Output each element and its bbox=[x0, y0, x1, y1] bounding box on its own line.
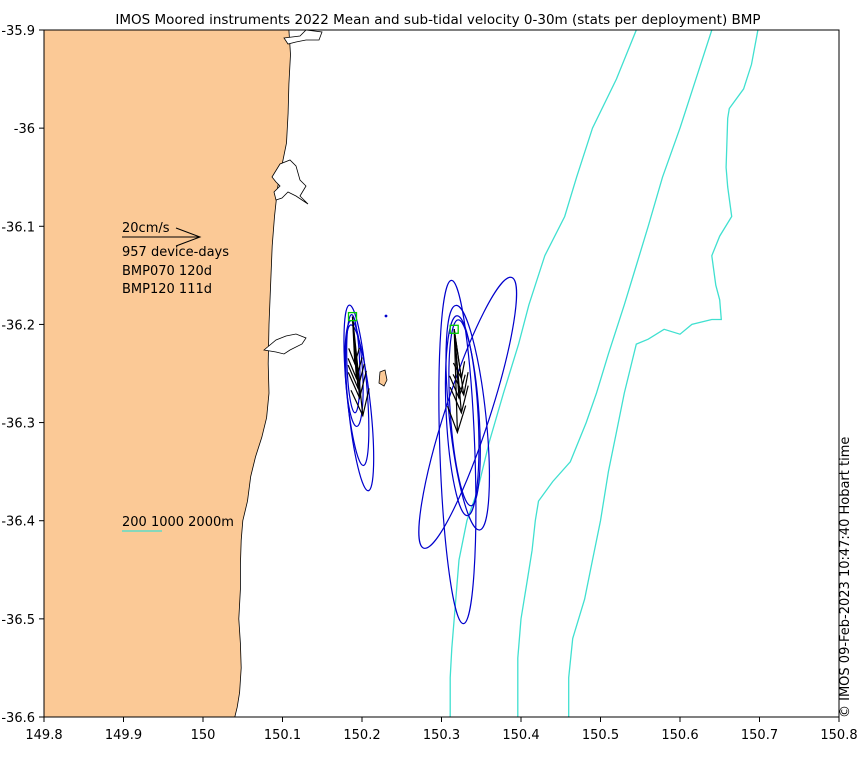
estuary-clyde bbox=[271, 159, 309, 205]
estuary-north bbox=[283, 30, 323, 45]
vector-head bbox=[449, 374, 466, 400]
legend-scale-arrowhead bbox=[175, 227, 202, 247]
x-axis: 149.8 149.9 150 150.1 150.2 150.3 150.4 150.5 15… bbox=[25, 717, 858, 743]
y-tick-label: -36 bbox=[14, 122, 35, 137]
ellipse-bmp120-0 bbox=[438, 279, 477, 625]
y-tick-label: -36.6 bbox=[1, 711, 35, 726]
timestamp-label: © IMOS 09-Feb-2023 10:47:40 Hobart time bbox=[838, 437, 853, 718]
x-tick-label: 149.9 bbox=[105, 728, 142, 743]
plot-area bbox=[44, 30, 759, 717]
vector-head bbox=[449, 385, 469, 415]
y-tick-label: -36.3 bbox=[1, 417, 35, 432]
vector-bmp070-4 bbox=[350, 316, 370, 418]
variance-ellipses bbox=[343, 276, 518, 625]
mooring-markers bbox=[347, 311, 459, 334]
x-tick-label: 150.4 bbox=[502, 728, 539, 743]
legend-deployment-bmp120: BMP120 111d bbox=[122, 282, 212, 297]
vector-head bbox=[446, 405, 467, 435]
velocity-vectors bbox=[347, 316, 469, 435]
vector-bmp120-3 bbox=[449, 329, 469, 415]
ellipse-bmp120-1 bbox=[445, 304, 490, 531]
vector-shaft bbox=[351, 316, 364, 416]
isobath-1000m bbox=[517, 30, 713, 717]
x-tick-label: 149.8 bbox=[25, 728, 62, 743]
ellipse-bmp120-3 bbox=[444, 315, 480, 517]
y-tick-label: -36.5 bbox=[1, 613, 35, 628]
coastline-land bbox=[44, 30, 291, 717]
y-tick-label: -35.9 bbox=[1, 24, 35, 39]
y-tick-label: -36.1 bbox=[1, 220, 35, 235]
island-dot bbox=[384, 314, 388, 318]
vector-shaft bbox=[453, 329, 462, 413]
mooring-bmp120 bbox=[449, 324, 459, 334]
x-tick-label: 150.3 bbox=[423, 728, 460, 743]
legend: 20cm/s 957 device-days BMP070 120d BMP12… bbox=[122, 221, 234, 532]
y-tick-label: -36.2 bbox=[1, 318, 35, 333]
isobath-lines bbox=[449, 30, 759, 717]
ellipse-bmp070-3 bbox=[346, 314, 361, 414]
chart-title: IMOS Moored instruments 2022 Mean and su… bbox=[115, 12, 760, 28]
vector-head bbox=[347, 370, 367, 400]
legend-scale-label: 20cm/s bbox=[122, 221, 170, 236]
vector-head bbox=[452, 372, 469, 397]
legend-isobath-label: 200 1000 2000m bbox=[122, 515, 234, 530]
x-tick-label: 150.5 bbox=[582, 728, 619, 743]
x-tick-label: 150 bbox=[191, 728, 216, 743]
vector-bmp120-4 bbox=[446, 329, 467, 435]
x-tick-label: 150.2 bbox=[343, 728, 380, 743]
x-tick-label: 150.8 bbox=[820, 728, 857, 743]
isobath-200m bbox=[449, 30, 637, 717]
vector-shaft bbox=[453, 329, 458, 433]
mooring-bmp070 bbox=[347, 311, 358, 322]
ellipse-bmp120-4 bbox=[418, 276, 518, 549]
vector-head bbox=[348, 347, 360, 366]
vector-head bbox=[350, 388, 370, 418]
legend-device-days: 957 device-days bbox=[122, 245, 229, 260]
legend-deployment-bmp070: BMP070 120d bbox=[122, 264, 212, 279]
x-tick-label: 150.1 bbox=[264, 728, 301, 743]
isobath-2000m bbox=[568, 30, 759, 717]
vector-head bbox=[347, 357, 363, 381]
y-axis: -35.9 -36 -36.1 -36.2 -36.3 -36.4 -36.5 -36.6 bbox=[1, 24, 44, 726]
vector-head bbox=[347, 363, 365, 391]
x-tick-label: 150.7 bbox=[741, 728, 778, 743]
ellipse-bmp070-2 bbox=[344, 324, 375, 492]
island-montague bbox=[378, 369, 388, 387]
y-tick-label: -36.4 bbox=[1, 515, 35, 530]
estuary-moruya bbox=[263, 333, 307, 355]
x-tick-label: 150.6 bbox=[661, 728, 698, 743]
